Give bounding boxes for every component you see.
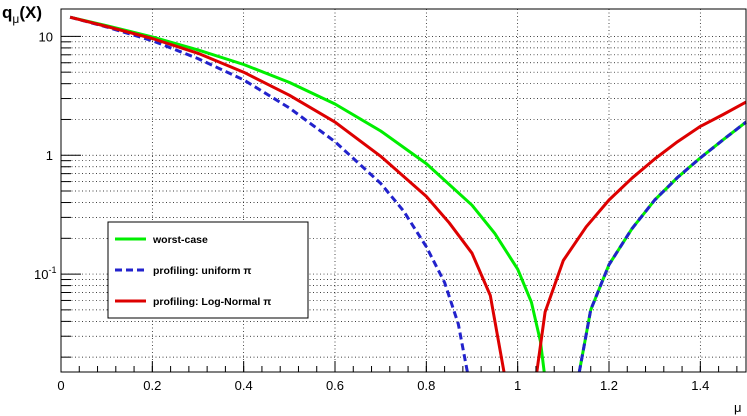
x-tick-label: 0.8 — [417, 378, 435, 393]
x-tick-label: 1.2 — [600, 378, 618, 393]
y-axis-title-sub: μ — [12, 12, 19, 26]
series-overlay-line-4 — [577, 120, 747, 373]
x-axis-title: μ — [734, 400, 742, 415]
series-line-2 — [69, 15, 506, 373]
series-layer — [69, 15, 747, 373]
legend-label-lognormal: profiling: Log-Normal π — [153, 296, 271, 308]
x-tick-label: 0 — [57, 378, 64, 393]
x-tick-label: 1.4 — [691, 378, 709, 393]
y-axis-title: qμ(X) — [2, 3, 42, 26]
x-tick-label: 0.4 — [235, 378, 253, 393]
x-tick-label: 0.2 — [143, 378, 161, 393]
ticks — [60, 35, 738, 372]
plot-frame — [60, 8, 747, 373]
tick-labels: 0 0.2 0.4 0.6 0.8 1 1.2 1.4 10 1 10-1 — [34, 29, 709, 393]
legend-label-worst-case: worst-case — [152, 234, 208, 246]
series-line-0 — [69, 15, 546, 373]
y-tick-label: 1 — [46, 148, 53, 163]
legend-label-uniform: profiling: uniform π — [153, 265, 251, 277]
legend: worst-case profiling: uniform π profilin… — [107, 221, 309, 319]
y-tick-label: 10-1 — [34, 265, 56, 282]
series-line-1 — [69, 15, 469, 373]
x-tick-label: 1 — [514, 378, 521, 393]
series-line-3 — [535, 100, 747, 373]
y-axis-title-main: q — [2, 3, 12, 22]
y-tick-label: 10 — [39, 29, 53, 44]
y-axis-title-suffix: (X) — [19, 3, 42, 22]
x-tick-label: 0.6 — [326, 378, 344, 393]
grid — [60, 9, 746, 372]
